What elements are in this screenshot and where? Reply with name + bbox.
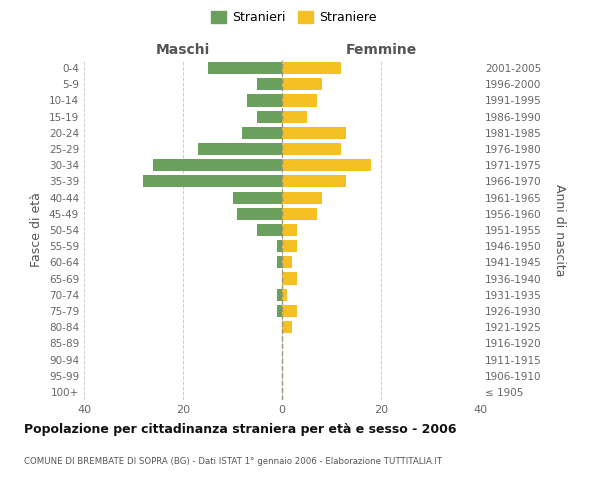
Bar xyxy=(238,208,282,220)
Text: Femmine: Femmine xyxy=(346,44,416,58)
Bar xyxy=(208,62,282,74)
Bar xyxy=(282,240,297,252)
Bar xyxy=(282,62,341,74)
Bar xyxy=(277,240,282,252)
Bar xyxy=(198,143,282,155)
Bar xyxy=(282,176,346,188)
Bar xyxy=(233,192,282,203)
Bar xyxy=(282,78,322,90)
Text: Popolazione per cittadinanza straniera per età e sesso - 2006: Popolazione per cittadinanza straniera p… xyxy=(24,422,457,436)
Bar xyxy=(282,305,297,317)
Bar xyxy=(242,127,282,139)
Bar xyxy=(282,127,346,139)
Bar xyxy=(257,78,282,90)
Legend: Stranieri, Straniere: Stranieri, Straniere xyxy=(206,6,382,29)
Bar xyxy=(247,94,282,106)
Bar xyxy=(282,159,371,172)
Text: COMUNE DI BREMBATE DI SOPRA (BG) - Dati ISTAT 1° gennaio 2006 - Elaborazione TUT: COMUNE DI BREMBATE DI SOPRA (BG) - Dati … xyxy=(24,458,442,466)
Bar xyxy=(277,256,282,268)
Bar xyxy=(282,272,297,284)
Bar xyxy=(154,159,282,172)
Bar xyxy=(282,143,341,155)
Bar xyxy=(282,256,292,268)
Bar xyxy=(282,288,287,301)
Bar xyxy=(143,176,282,188)
Bar xyxy=(277,288,282,301)
Bar xyxy=(282,321,292,333)
Bar xyxy=(282,208,317,220)
Bar xyxy=(277,305,282,317)
Y-axis label: Anni di nascita: Anni di nascita xyxy=(553,184,566,276)
Bar xyxy=(257,110,282,122)
Bar xyxy=(257,224,282,236)
Bar xyxy=(282,192,322,203)
Text: Maschi: Maschi xyxy=(156,44,210,58)
Y-axis label: Fasce di età: Fasce di età xyxy=(31,192,43,268)
Bar xyxy=(282,94,317,106)
Bar xyxy=(282,110,307,122)
Bar xyxy=(282,224,297,236)
